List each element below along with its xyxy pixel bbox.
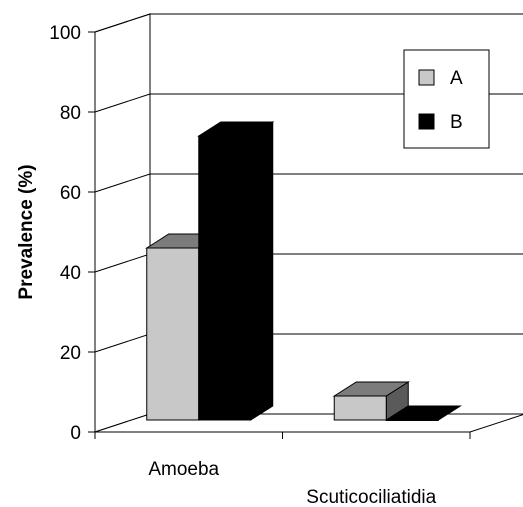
y-axis-label: Prevalence (%) bbox=[16, 164, 37, 299]
y-tick-label: 40 bbox=[60, 263, 81, 284]
left-wall bbox=[95, 14, 150, 432]
bar bbox=[147, 248, 199, 420]
y-tick-label: 20 bbox=[60, 343, 81, 364]
y-tick-label: 100 bbox=[49, 23, 81, 44]
legend-label-a: A bbox=[450, 68, 463, 89]
y-tick-labels: 0 20 40 60 80 100 bbox=[49, 23, 81, 444]
y-tick-label: 80 bbox=[60, 103, 81, 124]
y-tick-label: 0 bbox=[70, 423, 81, 444]
gridline bbox=[95, 174, 523, 192]
legend: A B bbox=[404, 50, 489, 148]
x-tick-label: Scuticociliatidia bbox=[306, 487, 436, 507]
legend-box bbox=[404, 50, 489, 148]
legend-swatch-b bbox=[419, 114, 434, 129]
gridline bbox=[95, 14, 523, 32]
legend-swatch-a bbox=[419, 70, 434, 85]
bars bbox=[147, 122, 461, 421]
bar bbox=[199, 136, 251, 420]
legend-label-b: B bbox=[450, 112, 463, 133]
y-tick-label: 60 bbox=[60, 183, 81, 204]
bar-side bbox=[251, 122, 273, 420]
bar bbox=[386, 420, 438, 421]
x-tick-labels: Amoeba Scuticociliatidia bbox=[148, 459, 436, 507]
x-tick-label: Amoeba bbox=[148, 459, 219, 480]
bar bbox=[334, 396, 386, 420]
